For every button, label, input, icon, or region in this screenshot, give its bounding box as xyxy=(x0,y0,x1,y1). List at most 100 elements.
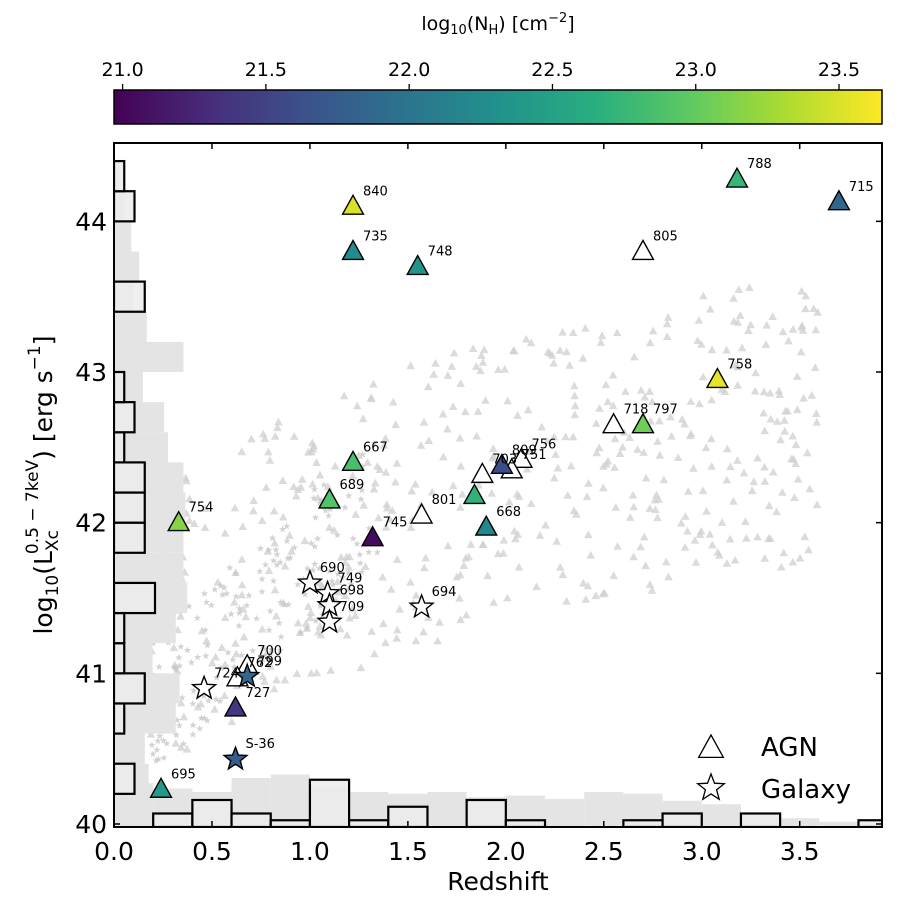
source-label: 801 xyxy=(432,493,457,508)
background-galaxy xyxy=(243,601,251,609)
source-label: 762 xyxy=(247,656,272,671)
background-galaxy xyxy=(163,739,171,747)
background-agn xyxy=(271,611,281,620)
background-agn xyxy=(663,313,673,321)
background-agn xyxy=(572,510,581,518)
background-agn xyxy=(211,652,220,661)
background-agn xyxy=(342,552,351,561)
background-agn xyxy=(477,351,486,359)
background-agn xyxy=(778,488,787,496)
background-galaxy xyxy=(316,602,324,610)
background-galaxy xyxy=(183,646,191,654)
background-galaxy xyxy=(276,646,284,654)
background-galaxy xyxy=(217,582,225,589)
background-agn xyxy=(582,492,592,501)
background-agn xyxy=(278,512,288,521)
background-agn xyxy=(731,360,740,369)
background-agn xyxy=(513,411,522,419)
background-agn xyxy=(303,602,313,610)
background-agn xyxy=(686,397,696,405)
background-galaxy xyxy=(204,697,212,704)
background-agn xyxy=(653,513,662,522)
background-galaxy xyxy=(315,564,323,572)
background-agn xyxy=(707,395,716,404)
background-agn xyxy=(779,548,788,557)
background-agn xyxy=(722,475,732,484)
background-agn xyxy=(220,528,230,537)
background-agn xyxy=(797,321,807,329)
background-agn xyxy=(778,327,788,336)
source-label: 668 xyxy=(496,505,521,520)
background-agn xyxy=(753,532,762,541)
background-agn xyxy=(798,326,808,334)
source-label: 695 xyxy=(171,767,196,782)
background-agn xyxy=(370,649,379,658)
agn-marker xyxy=(490,452,514,475)
background-galaxy xyxy=(310,485,319,493)
background-agn xyxy=(730,555,740,564)
background-galaxy xyxy=(279,525,287,533)
background-galaxy xyxy=(148,741,156,749)
background-galaxy xyxy=(329,581,337,588)
background-agn xyxy=(625,433,634,442)
y-histogram-bar xyxy=(114,762,136,795)
background-agn xyxy=(579,578,588,587)
background-agn xyxy=(578,353,588,362)
background-agn xyxy=(220,660,230,669)
background-agn xyxy=(481,396,490,404)
background-agn xyxy=(629,552,638,561)
background-agn xyxy=(729,316,739,325)
y-histogram-bar xyxy=(114,581,157,615)
background-agn xyxy=(805,484,814,493)
background-agn xyxy=(549,432,559,441)
colorbar-label: log10(NH) [cm−2] xyxy=(421,11,574,38)
background-agn xyxy=(264,566,274,575)
background-agn xyxy=(761,340,771,348)
x-axis-ticks: 0.0 0.5 1.0 1.5 2.0 2.5 3.0 3.5 xyxy=(94,143,820,866)
background-agn xyxy=(272,675,281,684)
x-histogram-background-bar xyxy=(545,799,585,827)
galaxy-marker xyxy=(233,662,261,688)
background-agn xyxy=(655,450,665,459)
background-galaxy xyxy=(276,558,284,566)
background-agn xyxy=(526,338,536,347)
background-agn xyxy=(179,712,189,721)
background-agn xyxy=(562,347,571,356)
background-galaxy xyxy=(357,495,365,503)
background-galaxy xyxy=(328,577,336,585)
background-agn xyxy=(395,604,404,613)
source-label: 735 xyxy=(363,229,388,244)
background-galaxy xyxy=(256,567,264,575)
background-agn xyxy=(629,502,638,511)
background-agn xyxy=(416,441,426,449)
background-agn xyxy=(237,555,247,563)
background-agn xyxy=(392,458,402,467)
agn-marker xyxy=(223,695,248,717)
background-agn xyxy=(800,532,810,541)
background-galaxy xyxy=(266,649,275,657)
background-agn xyxy=(760,553,770,562)
background-agn xyxy=(369,484,379,493)
galaxy-marker xyxy=(408,593,435,619)
background-agn xyxy=(190,519,199,527)
background-agn xyxy=(273,423,282,432)
background-galaxy xyxy=(235,622,243,629)
background-agn xyxy=(514,492,524,500)
background-agn xyxy=(639,448,648,456)
background-agn xyxy=(610,434,620,443)
background-galaxy xyxy=(249,646,257,654)
background-agn xyxy=(666,412,675,421)
background-galaxy xyxy=(270,556,278,564)
background-agn xyxy=(645,504,655,512)
source-label: 797 xyxy=(653,403,678,418)
background-agn xyxy=(503,593,512,602)
background-agn xyxy=(455,433,465,442)
background-galaxy xyxy=(344,586,352,594)
background-agn xyxy=(421,553,430,562)
background-agn xyxy=(472,431,481,440)
background-agn xyxy=(431,359,440,367)
x-histogram-background-bar xyxy=(701,804,741,827)
background-galaxy xyxy=(311,513,320,521)
x-histogram-bar xyxy=(348,819,390,827)
background-galaxy xyxy=(344,569,353,576)
